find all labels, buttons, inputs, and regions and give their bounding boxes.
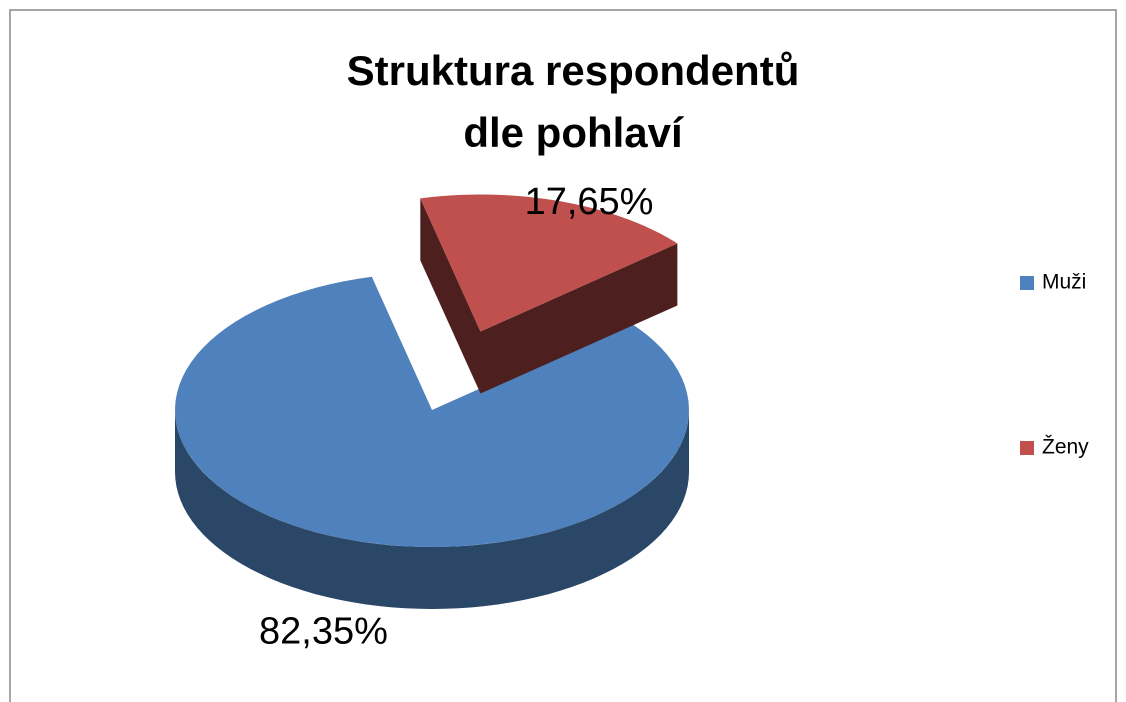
data-label: 17,65% [525,181,654,223]
slice-side [420,198,481,394]
chart-title: Struktura respondentů dle pohlaví [346,47,800,156]
legend-label: Muži [1042,271,1086,294]
slice [420,194,678,332]
slice [175,276,689,547]
chart-frame [9,9,1117,702]
legend-swatch [1020,441,1034,455]
slice-side [175,410,689,609]
slice-side [480,243,678,394]
legend-swatch [1020,276,1034,290]
legend-label: Ženy [1042,436,1089,459]
data-label: 82,35% [259,611,388,653]
